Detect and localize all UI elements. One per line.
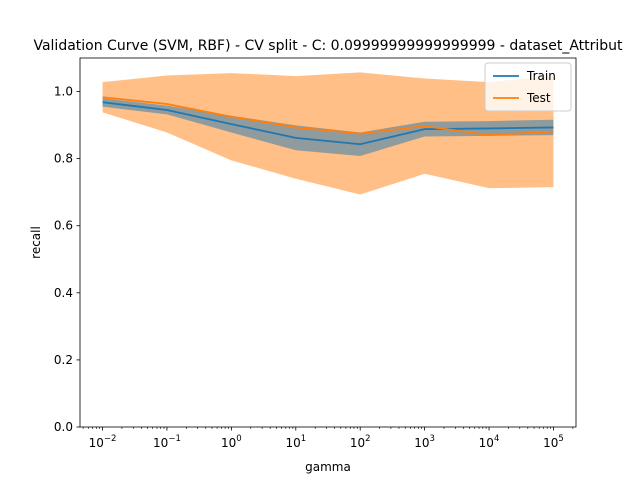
x-tick-label: 10−2	[89, 434, 117, 450]
x-axis-ticks: 10−2 10−1 100 101 102 103 104 105	[89, 427, 564, 450]
x-tick-label: 105	[543, 434, 564, 450]
band-train	[102, 98, 554, 156]
series-line-train	[102, 101, 554, 146]
chart-title: Validation Curve (SVM, RBF) - CV split -…	[33, 38, 623, 54]
y-tick-label: 0.8	[54, 152, 73, 166]
x-axis-label: gamma	[305, 460, 351, 474]
legend-box	[484, 62, 572, 112]
y-tick-label: 0.4	[54, 286, 73, 300]
y-axis-label: recall	[29, 226, 43, 259]
x-tick-label: 101	[285, 434, 306, 450]
y-tick-label: 0.6	[54, 219, 73, 233]
chart-legend: Train Test	[484, 62, 572, 112]
y-axis-ticks: 0.0 0.2 0.4 0.6 0.8 1.0	[54, 85, 80, 434]
x-tick-label: 10−1	[153, 434, 181, 450]
series-lines	[102, 96, 554, 146]
plot-area-frame	[79, 57, 577, 428]
x-tick-label: 103	[414, 434, 435, 450]
y-tick-label: 1.0	[54, 85, 73, 99]
series-line-test	[102, 96, 554, 137]
y-tick-label: 0.0	[54, 420, 73, 434]
confidence-bands	[102, 72, 554, 195]
x-tick-label: 102	[350, 434, 371, 450]
y-tick-label: 0.2	[54, 353, 73, 367]
legend-label-train: Train	[526, 69, 556, 83]
x-tick-label: 100	[221, 434, 242, 450]
x-tick-label: 104	[479, 434, 500, 450]
x-axis-minor-ticks	[82, 427, 574, 429]
legend-label-test: Test	[526, 91, 551, 105]
